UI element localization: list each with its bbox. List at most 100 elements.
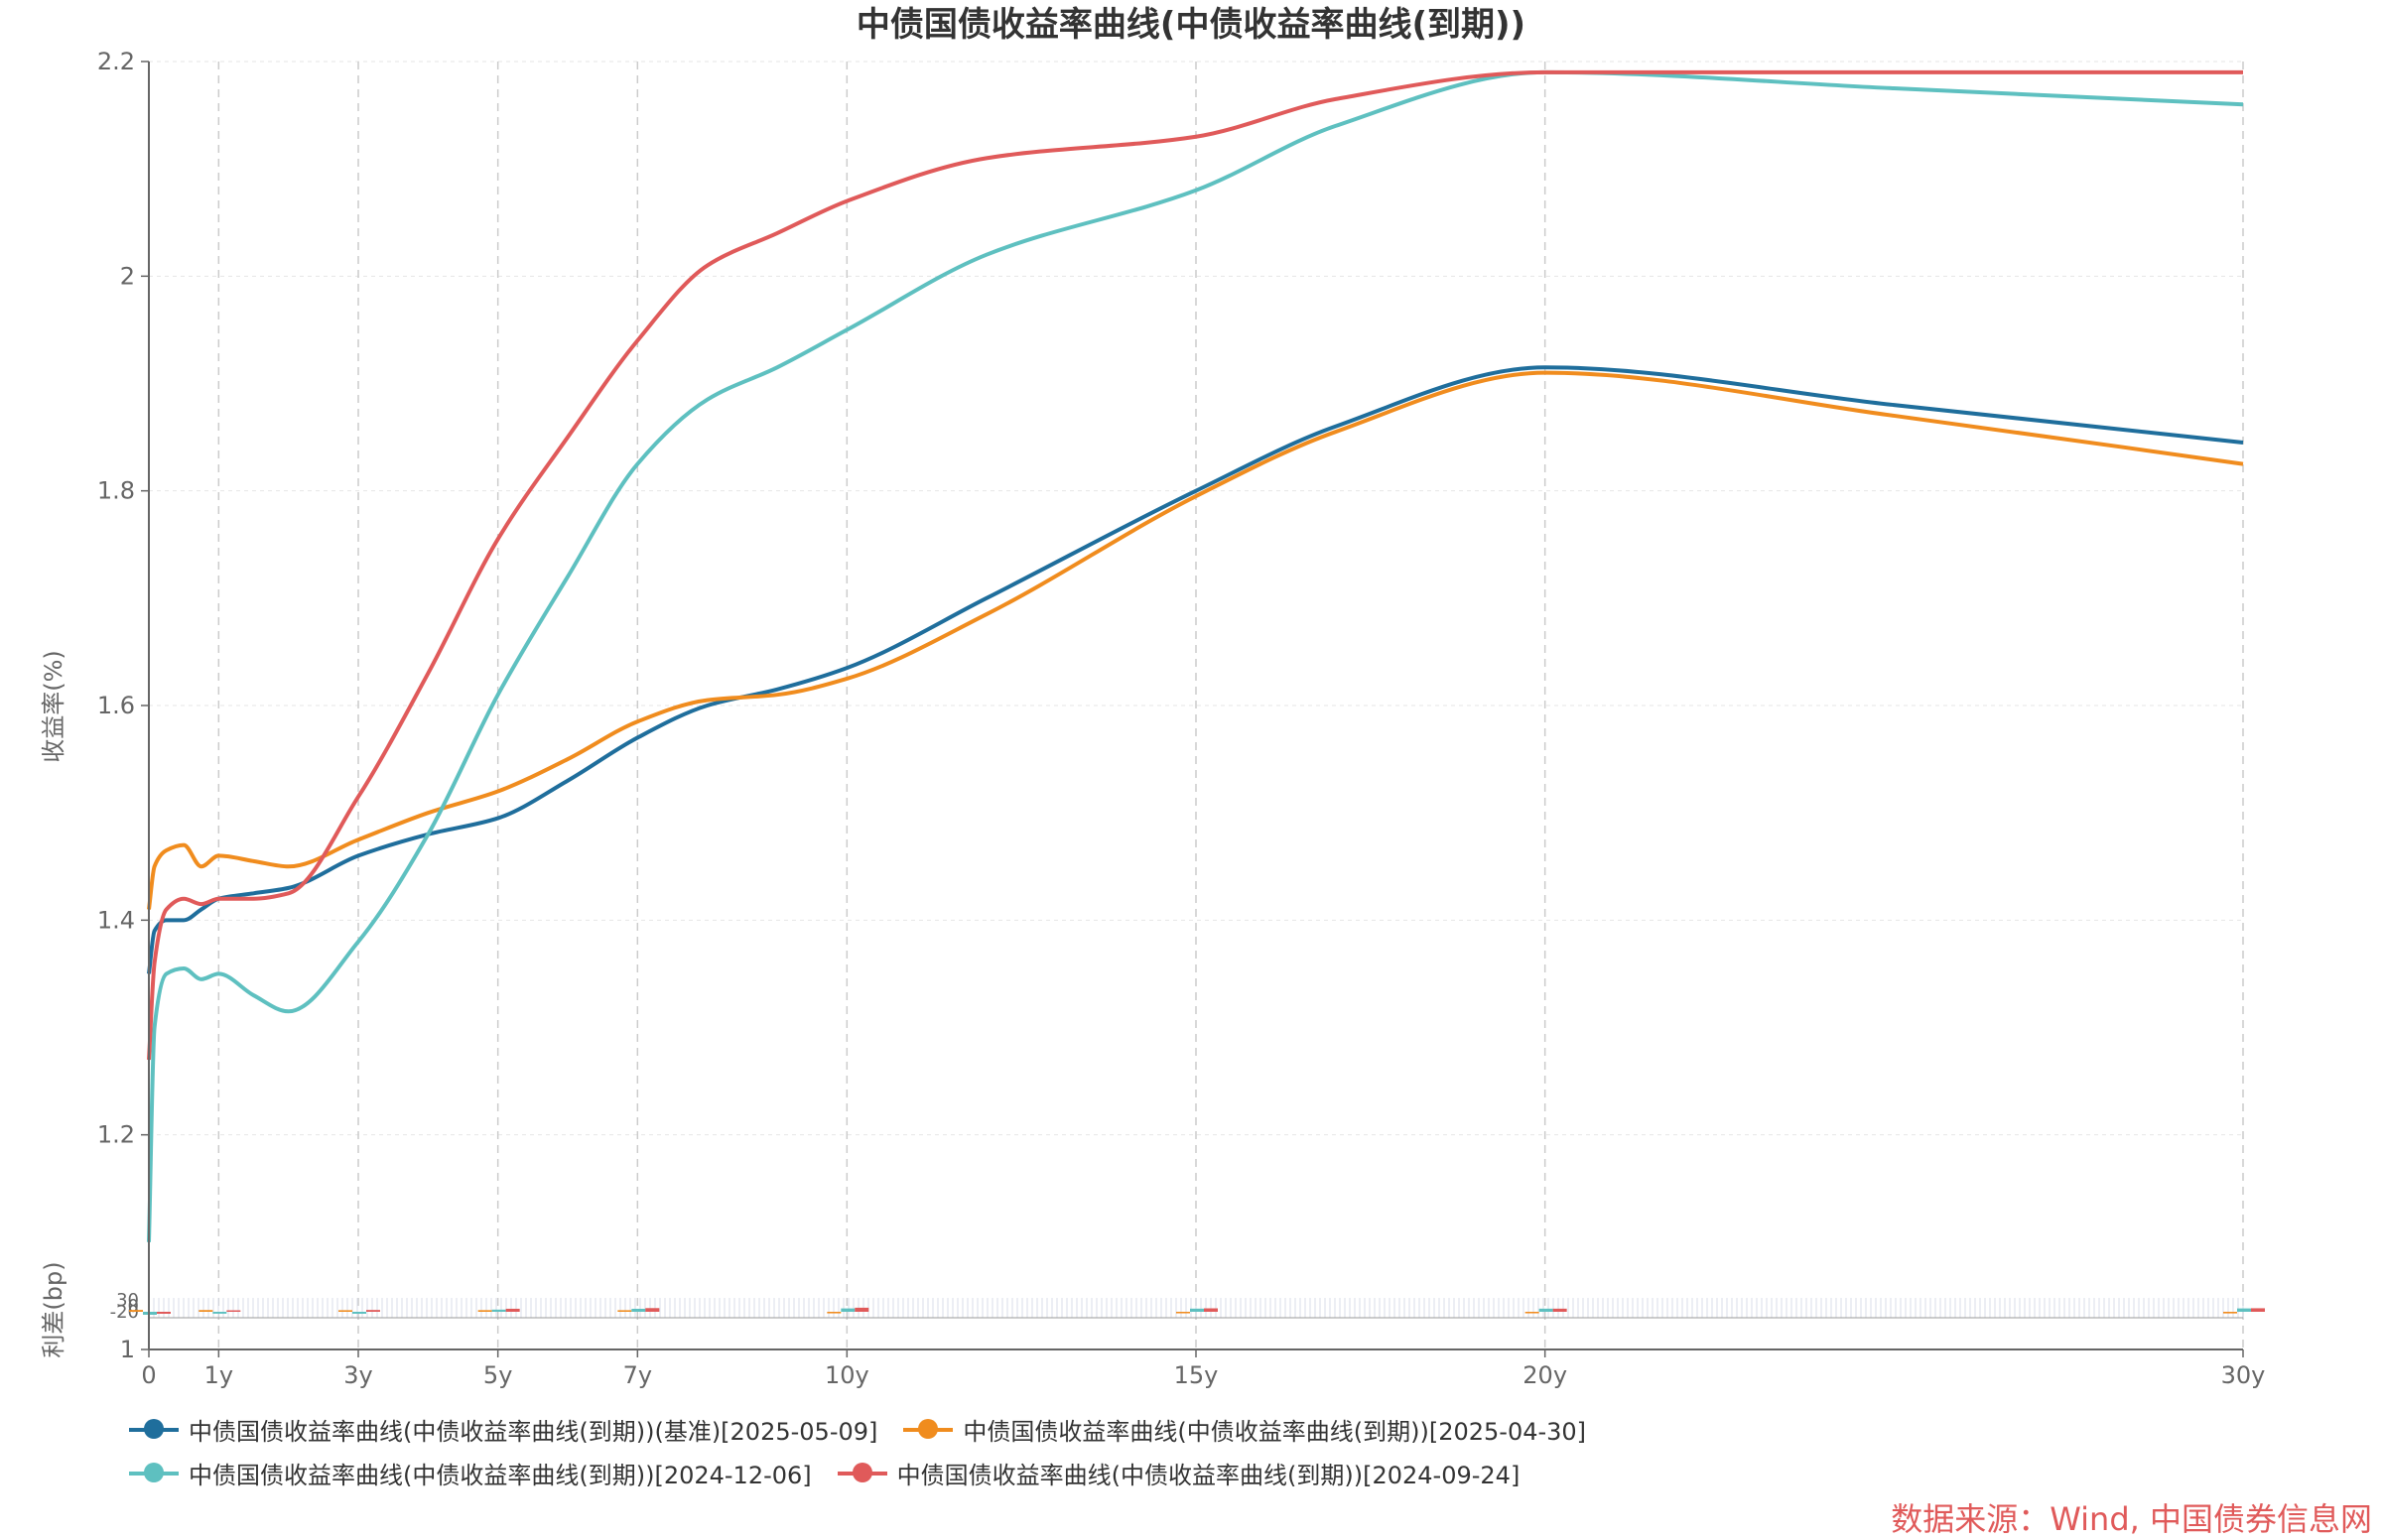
legend-item-0[interactable]: 中债国债收益率曲线(中债收益率曲线(到期))(基准)[2025-05-09] <box>129 1407 877 1451</box>
data-point <box>1335 125 1337 127</box>
legend-item-2[interactable]: 中债国债收益率曲线(中债收益率曲线(到期))[2024-12-06] <box>129 1451 812 1494</box>
legend-item-1[interactable]: 中债国债收益率曲线(中债收益率曲线(到期))[2025-04-30] <box>903 1407 1586 1451</box>
data-point <box>357 838 359 840</box>
data-point <box>183 919 185 921</box>
x-tick-label: 15y <box>1174 1361 1219 1389</box>
data-point <box>707 399 709 401</box>
spread-bar <box>505 1308 520 1312</box>
data-point <box>1195 495 1197 497</box>
data-point <box>1195 490 1197 492</box>
spread-bar <box>631 1308 646 1312</box>
data-point <box>154 962 156 964</box>
data-point <box>1195 190 1197 192</box>
legend-label: 中债国债收益率曲线(中债收益率曲线(到期))[2024-09-24] <box>896 1461 1521 1489</box>
data-point <box>253 994 255 996</box>
spread-bar <box>1204 1308 1218 1312</box>
data-point <box>253 898 255 900</box>
data-point <box>2242 442 2244 444</box>
spread-panel: 300-20 <box>110 1290 2265 1323</box>
y-tick-label: 2 <box>120 262 135 290</box>
x-tick-label: 5y <box>483 1361 512 1389</box>
data-point <box>166 909 168 911</box>
data-point <box>1544 71 1546 73</box>
spread-tick-label: 0 <box>128 1296 139 1317</box>
data-point <box>427 834 429 835</box>
spread-bar <box>477 1310 492 1312</box>
spread-bar <box>491 1309 506 1312</box>
data-point <box>1893 404 1895 406</box>
data-point <box>166 849 168 851</box>
spread-bar <box>366 1310 380 1312</box>
spread-bar <box>1538 1308 1553 1312</box>
spread-bar <box>1190 1308 1204 1312</box>
data-point <box>154 865 156 867</box>
data-point <box>357 941 359 943</box>
spread-bar <box>2223 1312 2237 1314</box>
data-point <box>846 667 848 669</box>
spread-bar <box>352 1312 366 1314</box>
spread-bar <box>827 1312 842 1314</box>
legend: 中债国债收益率曲线(中债收益率曲线(到期))(基准)[2025-05-09] 中债… <box>129 1407 2313 1494</box>
y-tick-label: 1.2 <box>97 1121 135 1149</box>
data-point <box>707 265 709 267</box>
legend-swatch <box>903 1419 954 1439</box>
data-point <box>707 705 709 706</box>
data-point <box>497 694 499 696</box>
data-point <box>427 673 429 675</box>
data-point <box>1893 71 1895 73</box>
data-point <box>183 898 185 900</box>
spread-bar <box>617 1310 632 1312</box>
data-point <box>636 463 638 465</box>
spread-bar <box>1524 1312 1539 1314</box>
spread-bar <box>841 1308 856 1312</box>
data-point <box>846 678 848 680</box>
x-tick-label: 20y <box>1522 1361 1567 1389</box>
spread-bar <box>1176 1312 1190 1314</box>
data-point <box>1544 366 1546 368</box>
y-tick-label: 1.6 <box>97 692 135 719</box>
data-point <box>2242 71 2244 73</box>
y-axis-label: 收益率(%) <box>40 650 67 763</box>
series-line-2 <box>147 69 2244 1242</box>
data-point <box>636 736 638 738</box>
data-point <box>1335 426 1337 428</box>
data-point <box>636 339 638 341</box>
data-point <box>636 720 638 722</box>
data-point <box>986 254 988 256</box>
data-point <box>567 576 569 578</box>
spread-bar <box>338 1310 352 1312</box>
series-line-3 <box>147 69 2243 1061</box>
source-note: 数据来源：Wind, 中国债券信息网 <box>1891 1500 2372 1538</box>
data-point <box>497 791 499 793</box>
data-point <box>1893 87 1895 89</box>
data-point <box>707 700 709 702</box>
data-point <box>217 972 219 974</box>
y-tick-label: 1.4 <box>97 906 135 934</box>
data-point <box>1335 431 1337 433</box>
spread-bar <box>855 1307 869 1312</box>
data-point <box>183 967 185 969</box>
data-point <box>2242 463 2244 465</box>
data-point <box>497 818 499 820</box>
legend-item-3[interactable]: 中债国债收益率曲线(中债收益率曲线(到期))[2024-09-24] <box>837 1451 1521 1494</box>
series-layer <box>147 69 2244 1242</box>
data-point <box>776 232 778 234</box>
data-point <box>154 930 156 932</box>
grid-layer <box>149 61 2244 1349</box>
data-point <box>217 854 219 856</box>
y-tick-label: 2.2 <box>97 48 135 75</box>
data-point <box>253 860 255 862</box>
data-point <box>986 613 988 615</box>
legend-swatch <box>129 1463 179 1482</box>
spread-bar <box>198 1310 213 1312</box>
spread-bar <box>129 1310 143 1312</box>
x-tick-label: 1y <box>204 1361 233 1389</box>
data-point <box>154 1027 156 1029</box>
data-point <box>166 919 168 921</box>
data-point <box>288 865 290 867</box>
data-point <box>183 844 185 846</box>
data-point <box>776 689 778 691</box>
data-point <box>846 328 848 330</box>
data-point <box>567 758 569 760</box>
x-tick-label: 30y <box>2221 1361 2266 1389</box>
